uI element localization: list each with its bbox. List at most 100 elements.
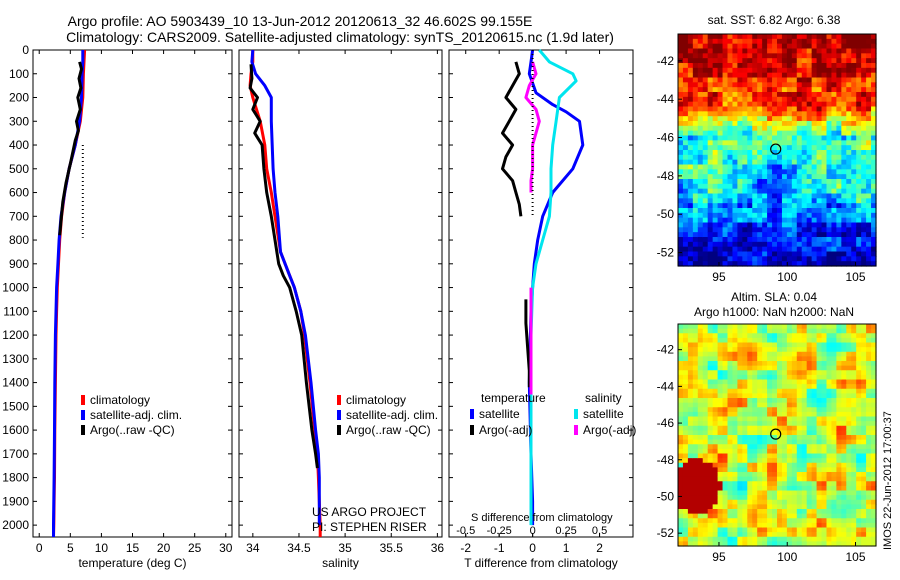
sst-map-cell xyxy=(727,246,734,253)
sla-map-cell xyxy=(801,439,808,445)
sst-map-cell xyxy=(737,111,743,117)
sla-map-cell xyxy=(678,379,684,385)
sst-map-cell xyxy=(826,222,833,228)
sla-map-cell xyxy=(861,370,867,376)
sla-map-cell xyxy=(702,481,709,487)
sla-map-cell xyxy=(836,435,842,441)
sla-map-cell xyxy=(781,490,788,496)
sla-map-cell xyxy=(846,485,852,492)
sla-map-cell xyxy=(811,453,818,459)
sst-map-cell xyxy=(722,212,729,219)
sla-map-cell xyxy=(757,481,763,487)
sst-map-cell xyxy=(821,198,828,204)
sla-map-cell xyxy=(781,536,788,542)
sla-map-cell xyxy=(722,333,729,339)
sst-map-cell xyxy=(806,222,813,228)
sst-map-cell xyxy=(707,72,714,79)
sst-map-cell xyxy=(791,188,798,195)
sla-map-cell xyxy=(697,462,704,468)
sst-map-cell xyxy=(856,208,862,214)
sst-map-cell xyxy=(791,140,798,146)
sst-map-cell xyxy=(866,135,872,141)
sst-map-cell xyxy=(796,256,803,262)
sst-map-cell xyxy=(767,179,773,185)
sla-map-cell xyxy=(767,485,773,492)
sla-map-cell xyxy=(777,361,783,367)
sst-map-cell xyxy=(697,58,704,64)
sla-map-cell xyxy=(767,370,773,376)
sla-map-cell xyxy=(767,536,773,542)
sst-map-cell xyxy=(697,43,704,50)
sst-map-cell xyxy=(752,174,758,180)
sst-map-cell xyxy=(781,87,788,93)
sla-map-cell xyxy=(757,536,763,542)
sst-map-cell xyxy=(796,87,803,93)
sst-map-cell xyxy=(861,92,867,98)
sla-map-cell xyxy=(747,398,753,404)
sla-map-cell xyxy=(831,499,837,505)
sst-map-cell xyxy=(772,145,778,151)
sla-map-cell xyxy=(806,453,813,459)
sst-map-cell xyxy=(786,150,793,156)
sst-map-cell xyxy=(796,96,803,103)
sst-map-cell xyxy=(732,198,738,204)
sla-map-cell xyxy=(866,347,872,353)
diff-x2tick-label: 0.5 xyxy=(592,525,607,537)
sst-map-cell xyxy=(816,188,823,195)
sla-map-cell xyxy=(697,458,704,464)
sst-map-cell xyxy=(767,106,773,112)
sla-map-cell xyxy=(692,425,699,431)
sla-map-cell xyxy=(742,384,748,390)
sla-map-cell xyxy=(801,333,808,339)
sst-map-cell xyxy=(767,212,773,219)
sla-map-cell xyxy=(727,370,734,376)
sla-map-cell xyxy=(826,411,833,418)
sst-map-cell xyxy=(811,116,818,122)
sst-map-cell xyxy=(707,106,714,112)
sst-map-cell xyxy=(796,232,803,238)
sst-map-cell xyxy=(851,63,857,69)
sst-map-cell xyxy=(707,251,714,257)
sst-map-cell xyxy=(841,193,847,199)
sla-map-cell xyxy=(781,481,788,487)
sla-map-cell xyxy=(727,411,734,418)
sst-map-cell xyxy=(856,188,862,195)
sla-map-cell xyxy=(821,448,828,455)
sla-map-cell xyxy=(712,509,719,515)
sla-map-cell xyxy=(757,444,763,450)
sst-map-cell xyxy=(762,53,768,59)
sst-map-cell xyxy=(777,106,783,112)
sst-map-cell xyxy=(821,92,828,98)
sst-map-cell xyxy=(722,164,729,170)
sst-map-cell xyxy=(757,77,763,83)
sst-map-cell xyxy=(727,38,734,45)
sla-map-cell xyxy=(717,462,724,468)
sst-map-cell xyxy=(816,38,823,45)
sst-map-cell xyxy=(836,135,842,141)
sla-map-cell xyxy=(747,458,753,464)
sla-map-cell xyxy=(861,430,867,436)
sla-map-cell xyxy=(836,522,842,529)
sla-map-cell xyxy=(796,365,803,371)
sla-map-cell xyxy=(801,425,808,431)
sst-map-cell xyxy=(737,82,743,88)
sst-map-cell xyxy=(687,198,694,204)
sst-map-cell xyxy=(801,140,808,146)
sla-map-cell xyxy=(791,324,798,330)
sla-map-cell xyxy=(831,439,837,445)
sst-map-cell xyxy=(692,77,699,83)
sla-map-cell xyxy=(786,379,793,385)
sst-map-cell xyxy=(712,125,719,132)
sla-map-cell xyxy=(851,481,857,487)
project-label: US ARGO PROJECT xyxy=(312,505,427,519)
sla-map-cell xyxy=(732,337,738,344)
sla-map-cell xyxy=(707,398,714,404)
sla-map-cell xyxy=(851,416,857,422)
sla-map-cell xyxy=(697,439,704,445)
sla-map-cell xyxy=(722,536,729,542)
sst-map-cell xyxy=(791,96,798,103)
sst-map-cell xyxy=(707,87,714,93)
sla-map-cell xyxy=(861,476,867,482)
sst-map-cell xyxy=(717,38,724,45)
sla-map-cell xyxy=(682,532,689,538)
